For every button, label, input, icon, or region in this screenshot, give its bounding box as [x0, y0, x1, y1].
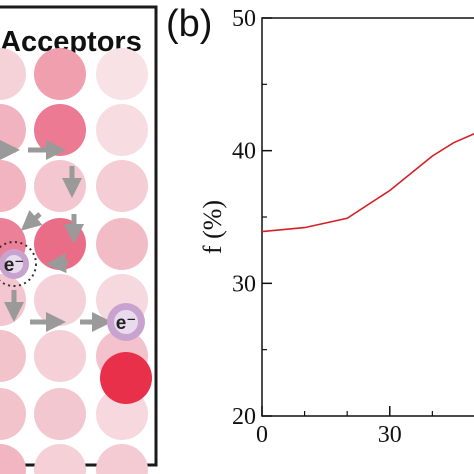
acceptor-site [34, 388, 86, 440]
acceptor-site [34, 330, 86, 382]
acceptor-site [100, 352, 152, 404]
panel-b-chart: (b) f (%) 20 30 40 50 0 30 [166, 3, 474, 448]
hop-arrow [46, 253, 69, 274]
acceptor-site [34, 160, 86, 212]
acceptor-site [0, 330, 26, 382]
panel-b-label: (b) [166, 3, 212, 45]
acceptor-site [34, 274, 86, 326]
panel-a-acceptor-lattice: Acceptors e⁻ e⁻ [0, 5, 158, 474]
electron-left-label: e⁻ [4, 255, 25, 276]
series-line [261, 132, 474, 233]
acceptor-site [96, 218, 148, 270]
y-tick-label: 20 [232, 404, 256, 430]
y-tick-label: 50 [232, 6, 256, 32]
acceptor-site [96, 104, 148, 156]
acceptor-site [0, 48, 26, 100]
y-tick-label: 30 [232, 271, 256, 297]
x-tick-label: 30 [378, 422, 402, 448]
acceptor-site [34, 444, 86, 474]
acceptor-site [96, 160, 148, 212]
electron-right: e⁻ [107, 303, 145, 341]
electrons: e⁻ e⁻ [0, 241, 145, 341]
electron-right-label: e⁻ [116, 313, 137, 334]
y-axis-ticks: 20 30 40 50 [232, 6, 272, 430]
acceptor-site [96, 48, 148, 100]
electron-left: e⁻ [0, 241, 37, 287]
x-axis-ticks: 0 30 [256, 406, 433, 448]
hop-arrow [20, 209, 43, 231]
hopping-arrows [0, 140, 112, 332]
acceptor-site [0, 388, 26, 440]
acceptor-site [96, 444, 148, 474]
x-tick-label: 0 [256, 422, 268, 448]
y-tick-label: 40 [232, 139, 256, 165]
y-axis-label: f (%) [198, 200, 227, 254]
plot-frame [261, 17, 474, 417]
acceptor-site [0, 444, 26, 474]
acceptor-site [0, 160, 26, 212]
acceptor-site [34, 48, 86, 100]
